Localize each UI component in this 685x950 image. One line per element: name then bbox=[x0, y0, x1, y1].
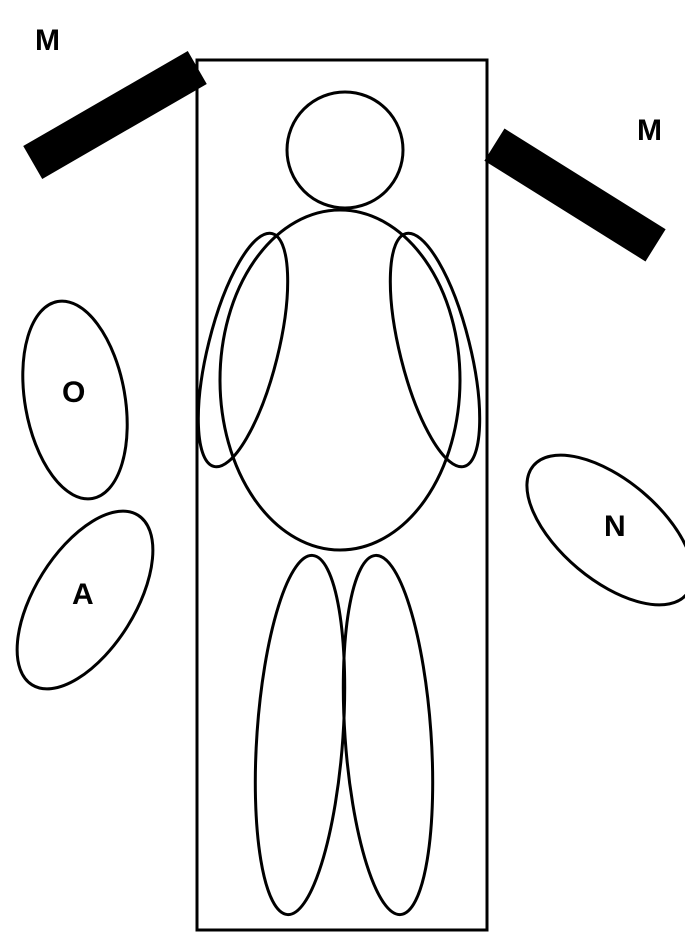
body-arm-left bbox=[180, 225, 306, 475]
body-arm-right bbox=[372, 225, 498, 475]
bar-left bbox=[23, 51, 207, 179]
label-m-left: M bbox=[35, 24, 60, 58]
ellipse-n bbox=[501, 427, 685, 632]
body-torso bbox=[220, 210, 460, 550]
body-leg-right bbox=[333, 552, 444, 917]
label-n: N bbox=[604, 510, 626, 544]
label-m-right: M bbox=[637, 114, 662, 148]
body-leg-left bbox=[245, 552, 356, 917]
body-head bbox=[287, 92, 403, 208]
bar-right bbox=[484, 129, 665, 262]
table-rect bbox=[197, 60, 487, 930]
label-a: A bbox=[72, 578, 94, 612]
label-o: O bbox=[62, 376, 85, 410]
body-diagram bbox=[0, 0, 685, 950]
